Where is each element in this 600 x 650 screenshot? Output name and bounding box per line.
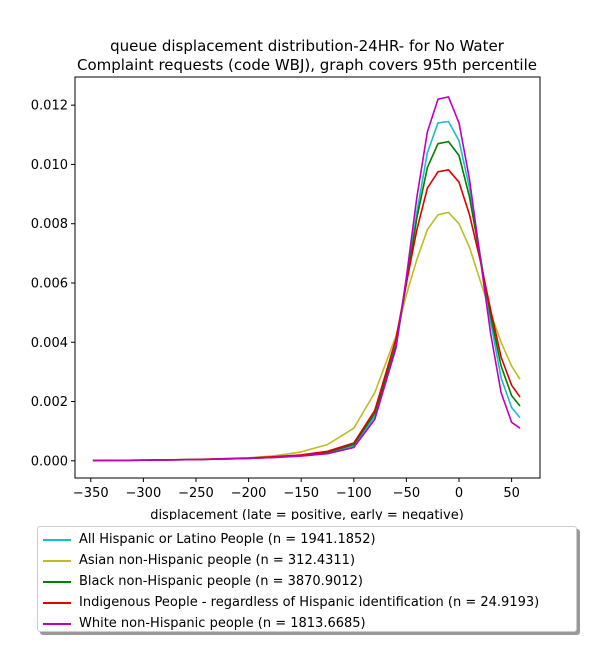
legend-item: Indigenous People - regardless of Hispan… — [38, 592, 576, 613]
legend-item: All Hispanic or Latino People (n = 1941.… — [38, 529, 576, 550]
plot-area-frame — [74, 76, 541, 479]
x-axis-label: displacement (late = positive, early = n… — [150, 508, 464, 520]
x-tick-label: −50 — [393, 486, 420, 501]
chart: queue displacement distribution-24HR- fo… — [31, 37, 541, 520]
legend-swatch — [43, 601, 71, 604]
legend-label: Indigenous People - regardless of Hispan… — [79, 595, 540, 610]
plot-lines — [92, 96, 521, 462]
legend-swatch — [43, 559, 71, 562]
legend-item: Black non-Hispanic people (n = 3870.9012… — [38, 571, 576, 592]
x-tick-label: −300 — [126, 486, 162, 501]
chart-title-line-1: queue displacement distribution-24HR- fo… — [110, 37, 505, 55]
legend-label: Asian non-Hispanic people (n = 312.4311) — [79, 553, 356, 568]
x-tick-label: 0 — [455, 486, 463, 501]
legend-label: All Hispanic or Latino People (n = 1941.… — [79, 532, 376, 547]
y-axis: 0.000 0.002 0.004 0.006 0.008 0.010 0.012 — [31, 99, 75, 469]
y-tick-label: 0.010 — [31, 158, 68, 173]
y-tick-label: 0.008 — [31, 217, 68, 232]
y-tick-label: 0.004 — [31, 336, 68, 351]
legend-swatch — [43, 622, 71, 625]
series-line-4 — [92, 169, 521, 462]
legend-swatch — [43, 538, 71, 541]
legend-item: White non-Hispanic people (n = 1813.6685… — [38, 613, 576, 634]
y-tick-label: 0.000 — [31, 454, 68, 469]
x-tick-label: −350 — [73, 486, 109, 501]
x-tick-label: −100 — [336, 486, 372, 501]
x-tick-label: 50 — [503, 486, 520, 501]
legend-item: Asian non-Hispanic people (n = 312.4311) — [38, 550, 576, 571]
legend-label: Black non-Hispanic people (n = 3870.9012… — [79, 574, 363, 589]
legend: All Hispanic or Latino People (n = 1941.… — [37, 526, 577, 632]
series-line-2 — [92, 211, 521, 462]
series-line-5 — [92, 96, 521, 462]
x-axis: −350 −300 −250 −200 −150 −100 −50 0 50 — [73, 478, 520, 501]
y-tick-label: 0.012 — [31, 99, 68, 114]
x-tick-label: −200 — [231, 486, 267, 501]
series-line-1 — [92, 120, 521, 462]
y-tick-label: 0.002 — [31, 395, 68, 410]
y-tick-label: 0.006 — [31, 276, 68, 291]
x-tick-label: −150 — [283, 486, 319, 501]
series-line-3 — [92, 140, 521, 462]
legend-swatch — [43, 580, 71, 583]
x-tick-label: −250 — [178, 486, 214, 501]
chart-title-line-2: Complaint requests (code WBJ), graph cov… — [77, 56, 537, 74]
legend-label: White non-Hispanic people (n = 1813.6685… — [79, 616, 366, 631]
